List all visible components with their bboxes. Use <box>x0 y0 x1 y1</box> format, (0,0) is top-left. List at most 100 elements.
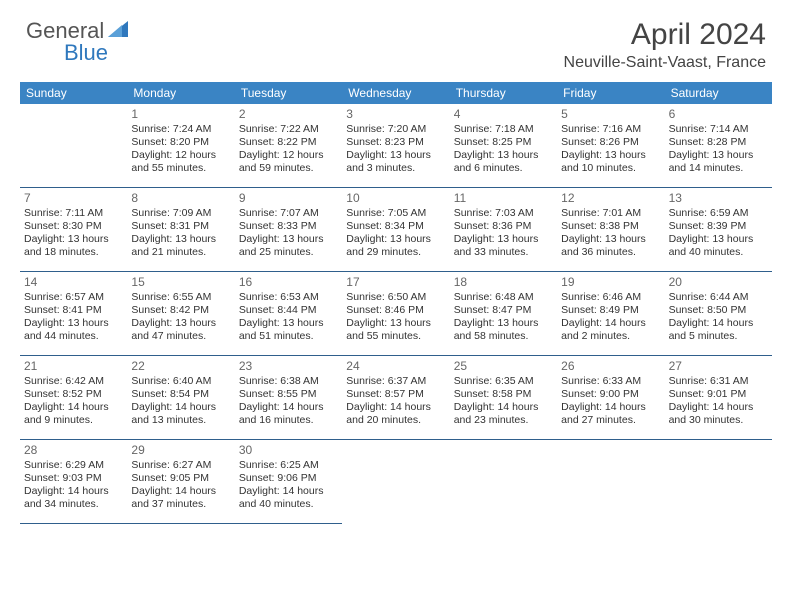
logo-triangle-icon <box>108 21 128 42</box>
day-number: 27 <box>669 359 768 374</box>
calendar-cell: 29Sunrise: 6:27 AMSunset: 9:05 PMDayligh… <box>127 440 234 524</box>
calendar-cell: 22Sunrise: 6:40 AMSunset: 8:54 PMDayligh… <box>127 356 234 440</box>
day-number: 26 <box>561 359 660 374</box>
day-number: 17 <box>346 275 445 290</box>
calendar-cell <box>20 104 127 188</box>
sunset-line: Sunset: 8:30 PM <box>24 220 123 233</box>
sunset-line: Sunset: 9:06 PM <box>239 472 338 485</box>
weekday-header: Saturday <box>665 82 772 104</box>
day-number: 16 <box>239 275 338 290</box>
sunrise-line: Sunrise: 7:20 AM <box>346 123 445 136</box>
location: Neuville-Saint-Vaast, France <box>564 54 766 72</box>
sunset-line: Sunset: 8:31 PM <box>131 220 230 233</box>
day-number: 7 <box>24 191 123 206</box>
daylight-line: Daylight: 14 hours and 13 minutes. <box>131 401 230 427</box>
sunrise-line: Sunrise: 7:01 AM <box>561 207 660 220</box>
sunrise-line: Sunrise: 6:31 AM <box>669 375 768 388</box>
sunrise-line: Sunrise: 7:14 AM <box>669 123 768 136</box>
calendar-cell: 24Sunrise: 6:37 AMSunset: 8:57 PMDayligh… <box>342 356 449 440</box>
sunrise-line: Sunrise: 6:53 AM <box>239 291 338 304</box>
sunrise-line: Sunrise: 6:40 AM <box>131 375 230 388</box>
sunset-line: Sunset: 8:38 PM <box>561 220 660 233</box>
calendar-cell: 4Sunrise: 7:18 AMSunset: 8:25 PMDaylight… <box>450 104 557 188</box>
daylight-line: Daylight: 13 hours and 55 minutes. <box>346 317 445 343</box>
daylight-line: Daylight: 13 hours and 40 minutes. <box>669 233 768 259</box>
sunrise-line: Sunrise: 7:16 AM <box>561 123 660 136</box>
daylight-line: Daylight: 13 hours and 25 minutes. <box>239 233 338 259</box>
calendar-cell: 18Sunrise: 6:48 AMSunset: 8:47 PMDayligh… <box>450 272 557 356</box>
sunset-line: Sunset: 9:05 PM <box>131 472 230 485</box>
calendar-cell: 16Sunrise: 6:53 AMSunset: 8:44 PMDayligh… <box>235 272 342 356</box>
daylight-line: Daylight: 14 hours and 16 minutes. <box>239 401 338 427</box>
sunset-line: Sunset: 8:52 PM <box>24 388 123 401</box>
daylight-line: Daylight: 13 hours and 21 minutes. <box>131 233 230 259</box>
sunset-line: Sunset: 8:47 PM <box>454 304 553 317</box>
calendar-cell: 15Sunrise: 6:55 AMSunset: 8:42 PMDayligh… <box>127 272 234 356</box>
sunrise-line: Sunrise: 7:03 AM <box>454 207 553 220</box>
sunrise-line: Sunrise: 7:05 AM <box>346 207 445 220</box>
daylight-line: Daylight: 13 hours and 10 minutes. <box>561 149 660 175</box>
daylight-line: Daylight: 12 hours and 59 minutes. <box>239 149 338 175</box>
month-title: April 2024 <box>564 18 766 52</box>
calendar-cell <box>450 440 557 524</box>
sunrise-line: Sunrise: 6:42 AM <box>24 375 123 388</box>
day-number: 1 <box>131 107 230 122</box>
daylight-line: Daylight: 13 hours and 29 minutes. <box>346 233 445 259</box>
weekday-header: Friday <box>557 82 664 104</box>
sunset-line: Sunset: 8:41 PM <box>24 304 123 317</box>
weekday-header: Wednesday <box>342 82 449 104</box>
weekday-header: Sunday <box>20 82 127 104</box>
weekday-header: Thursday <box>450 82 557 104</box>
day-number: 29 <box>131 443 230 458</box>
sunset-line: Sunset: 8:46 PM <box>346 304 445 317</box>
weekday-header: Tuesday <box>235 82 342 104</box>
calendar-cell <box>665 440 772 524</box>
calendar-cell: 23Sunrise: 6:38 AMSunset: 8:55 PMDayligh… <box>235 356 342 440</box>
sunset-line: Sunset: 9:00 PM <box>561 388 660 401</box>
day-number: 4 <box>454 107 553 122</box>
day-number: 21 <box>24 359 123 374</box>
calendar-cell: 20Sunrise: 6:44 AMSunset: 8:50 PMDayligh… <box>665 272 772 356</box>
sunrise-line: Sunrise: 6:27 AM <box>131 459 230 472</box>
sunrise-line: Sunrise: 6:35 AM <box>454 375 553 388</box>
calendar-cell: 2Sunrise: 7:22 AMSunset: 8:22 PMDaylight… <box>235 104 342 188</box>
daylight-line: Daylight: 14 hours and 9 minutes. <box>24 401 123 427</box>
weekday-header: Monday <box>127 82 234 104</box>
daylight-line: Daylight: 14 hours and 30 minutes. <box>669 401 768 427</box>
day-number: 6 <box>669 107 768 122</box>
sunrise-line: Sunrise: 7:22 AM <box>239 123 338 136</box>
sunset-line: Sunset: 8:58 PM <box>454 388 553 401</box>
calendar-cell: 7Sunrise: 7:11 AMSunset: 8:30 PMDaylight… <box>20 188 127 272</box>
calendar-cell: 5Sunrise: 7:16 AMSunset: 8:26 PMDaylight… <box>557 104 664 188</box>
daylight-line: Daylight: 14 hours and 23 minutes. <box>454 401 553 427</box>
day-number: 18 <box>454 275 553 290</box>
daylight-line: Daylight: 13 hours and 33 minutes. <box>454 233 553 259</box>
daylight-line: Daylight: 14 hours and 5 minutes. <box>669 317 768 343</box>
daylight-line: Daylight: 13 hours and 14 minutes. <box>669 149 768 175</box>
daylight-line: Daylight: 13 hours and 18 minutes. <box>24 233 123 259</box>
day-number: 12 <box>561 191 660 206</box>
sunset-line: Sunset: 8:23 PM <box>346 136 445 149</box>
calendar-cell: 19Sunrise: 6:46 AMSunset: 8:49 PMDayligh… <box>557 272 664 356</box>
sunset-line: Sunset: 8:34 PM <box>346 220 445 233</box>
sunrise-line: Sunrise: 6:48 AM <box>454 291 553 304</box>
day-number: 23 <box>239 359 338 374</box>
sunrise-line: Sunrise: 6:50 AM <box>346 291 445 304</box>
sunrise-line: Sunrise: 7:18 AM <box>454 123 553 136</box>
sunset-line: Sunset: 8:33 PM <box>239 220 338 233</box>
sunset-line: Sunset: 9:01 PM <box>669 388 768 401</box>
calendar-cell: 12Sunrise: 7:01 AMSunset: 8:38 PMDayligh… <box>557 188 664 272</box>
daylight-line: Daylight: 13 hours and 58 minutes. <box>454 317 553 343</box>
logo-text-blue: Blue <box>64 40 108 65</box>
calendar-cell: 1Sunrise: 7:24 AMSunset: 8:20 PMDaylight… <box>127 104 234 188</box>
calendar-cell: 3Sunrise: 7:20 AMSunset: 8:23 PMDaylight… <box>342 104 449 188</box>
daylight-line: Daylight: 13 hours and 6 minutes. <box>454 149 553 175</box>
sunset-line: Sunset: 8:25 PM <box>454 136 553 149</box>
calendar-cell: 25Sunrise: 6:35 AMSunset: 8:58 PMDayligh… <box>450 356 557 440</box>
sunrise-line: Sunrise: 6:57 AM <box>24 291 123 304</box>
title-block: April 2024 Neuville-Saint-Vaast, France <box>564 18 766 72</box>
sunrise-line: Sunrise: 6:44 AM <box>669 291 768 304</box>
sunset-line: Sunset: 8:49 PM <box>561 304 660 317</box>
sunset-line: Sunset: 8:26 PM <box>561 136 660 149</box>
daylight-line: Daylight: 14 hours and 2 minutes. <box>561 317 660 343</box>
